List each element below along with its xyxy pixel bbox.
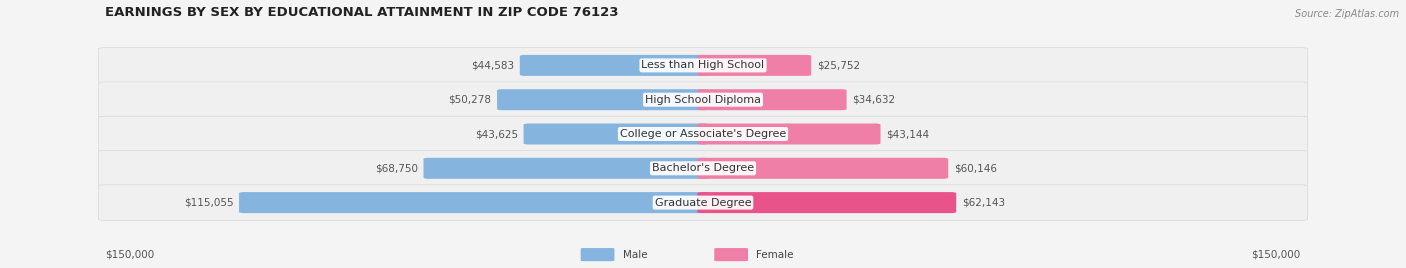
FancyBboxPatch shape [697, 158, 948, 179]
FancyBboxPatch shape [98, 48, 1308, 83]
Text: College or Associate's Degree: College or Associate's Degree [620, 129, 786, 139]
Text: EARNINGS BY SEX BY EDUCATIONAL ATTAINMENT IN ZIP CODE 76123: EARNINGS BY SEX BY EDUCATIONAL ATTAINMEN… [105, 6, 619, 19]
Text: Graduate Degree: Graduate Degree [655, 198, 751, 208]
Text: $68,750: $68,750 [375, 163, 418, 173]
Text: $43,625: $43,625 [475, 129, 517, 139]
FancyBboxPatch shape [714, 248, 748, 261]
Text: $43,144: $43,144 [886, 129, 929, 139]
FancyBboxPatch shape [98, 82, 1308, 117]
FancyBboxPatch shape [239, 192, 709, 213]
Text: $25,752: $25,752 [817, 60, 860, 70]
Text: $62,143: $62,143 [962, 198, 1005, 208]
FancyBboxPatch shape [520, 55, 709, 76]
Text: $150,000: $150,000 [105, 250, 155, 260]
Text: Less than High School: Less than High School [641, 60, 765, 70]
Text: Male: Male [623, 250, 648, 260]
Text: $115,055: $115,055 [184, 198, 233, 208]
Text: $34,632: $34,632 [852, 95, 896, 105]
Text: $50,278: $50,278 [449, 95, 492, 105]
FancyBboxPatch shape [498, 89, 709, 110]
FancyBboxPatch shape [98, 185, 1308, 220]
FancyBboxPatch shape [581, 248, 614, 261]
Text: $150,000: $150,000 [1251, 250, 1301, 260]
FancyBboxPatch shape [697, 192, 956, 213]
FancyBboxPatch shape [98, 151, 1308, 186]
Text: High School Diploma: High School Diploma [645, 95, 761, 105]
FancyBboxPatch shape [423, 158, 709, 179]
Text: Bachelor's Degree: Bachelor's Degree [652, 163, 754, 173]
Text: $44,583: $44,583 [471, 60, 515, 70]
Text: Female: Female [756, 250, 794, 260]
Text: Source: ZipAtlas.com: Source: ZipAtlas.com [1295, 9, 1399, 19]
FancyBboxPatch shape [523, 124, 709, 144]
FancyBboxPatch shape [697, 55, 811, 76]
FancyBboxPatch shape [697, 124, 880, 144]
Text: $60,146: $60,146 [953, 163, 997, 173]
FancyBboxPatch shape [697, 89, 846, 110]
FancyBboxPatch shape [98, 116, 1308, 152]
